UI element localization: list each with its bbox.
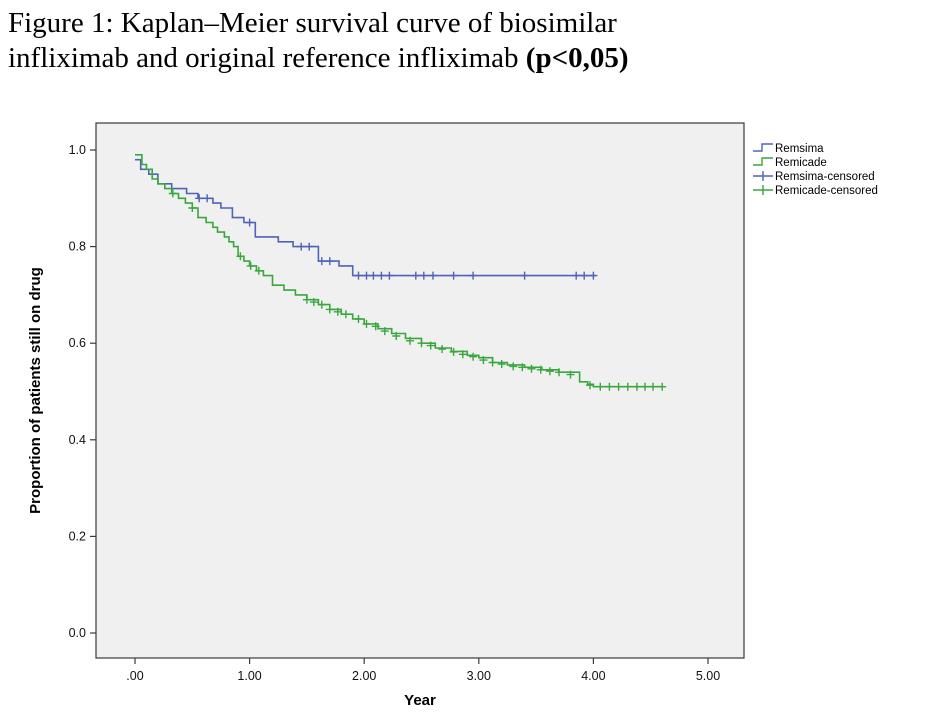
legend: Remsima Remicade Remsima-censored Remicade-… xyxy=(753,143,878,197)
plot-area xyxy=(95,122,745,659)
y-axis-title: Proportion of patients still on drug xyxy=(27,267,44,514)
legend-item-remsima: Remsima xyxy=(753,143,824,155)
legend-step-glyph xyxy=(753,143,773,152)
legend-item-remicade: Remicade xyxy=(753,157,827,169)
y-tick-label: 0.6 xyxy=(69,336,86,350)
y-tick-label: 0.0 xyxy=(69,626,86,640)
legend-censored-glyph xyxy=(753,185,773,195)
figure-title-line2-prefix: infliximab and original reference inflix… xyxy=(8,42,526,75)
x-tick-label: 1.00 xyxy=(237,669,261,683)
y-axis: 0.0 0.2 0.4 0.6 0.8 1.0 xyxy=(69,143,96,640)
figure-title-line1: Figure 1: Kaplan–Meier survival curve of… xyxy=(8,7,617,39)
remicade-series xyxy=(135,154,667,391)
remicade-censor-marks xyxy=(168,189,667,391)
legend-label: Remicade xyxy=(775,157,827,169)
y-tick-label: 0.8 xyxy=(69,240,86,254)
figure-title: Figure 1: Kaplan–Meier survival curve of… xyxy=(8,6,928,77)
legend-label: Remicade-censored xyxy=(775,185,878,197)
km-chart-svg: 0.0 0.2 0.4 0.6 0.8 1.0 .00 1.00 2.00 3.00 4.00 5.0… xyxy=(27,122,878,709)
remsima-censor-marks xyxy=(195,194,598,280)
figure-title-pvalue: (p<0,05) xyxy=(525,42,629,75)
x-tick-label: 4.00 xyxy=(581,669,605,683)
x-tick-label: 3.00 xyxy=(467,669,491,683)
x-tick-label: 5.00 xyxy=(696,669,720,683)
x-tick-label: .00 xyxy=(126,669,143,683)
y-tick-label: 1.0 xyxy=(69,143,86,157)
y-tick-label: 0.4 xyxy=(69,433,86,447)
legend-item-remsima-censored: Remsima-censored xyxy=(753,171,875,183)
legend-step-glyph xyxy=(753,157,773,166)
y-tick-label: 0.2 xyxy=(69,529,86,543)
legend-label: Remsima-censored xyxy=(775,171,875,183)
x-tick-label: 2.00 xyxy=(352,669,376,683)
x-axis: .00 1.00 2.00 3.00 4.00 5.00 xyxy=(126,658,720,683)
legend-censored-glyph xyxy=(753,171,773,181)
x-axis-title: Year xyxy=(404,692,436,709)
legend-item-remicade-censored: Remicade-censored xyxy=(753,185,878,197)
legend-label: Remsima xyxy=(775,143,824,155)
